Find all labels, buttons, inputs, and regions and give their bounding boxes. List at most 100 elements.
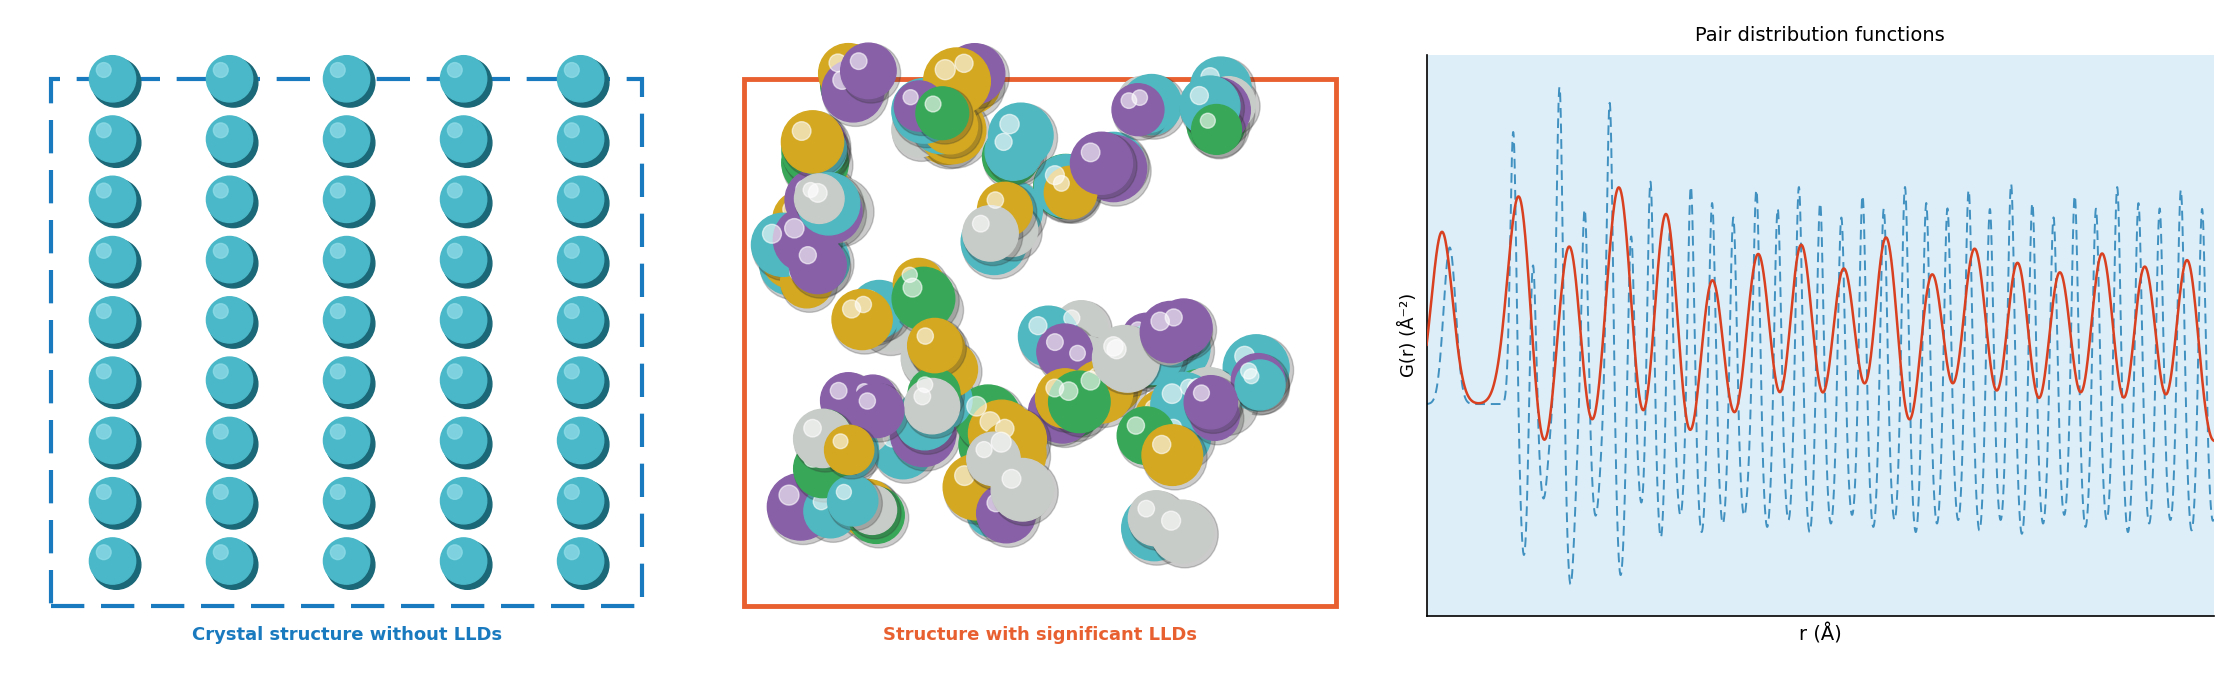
Circle shape	[1212, 86, 1228, 103]
Circle shape	[92, 179, 141, 228]
Circle shape	[324, 55, 369, 102]
Circle shape	[783, 111, 847, 178]
Circle shape	[440, 417, 487, 464]
Circle shape	[955, 466, 975, 486]
Circle shape	[206, 477, 253, 524]
Circle shape	[1093, 326, 1156, 390]
Circle shape	[557, 538, 604, 584]
Circle shape	[796, 174, 850, 228]
Circle shape	[1138, 501, 1154, 517]
Circle shape	[832, 70, 852, 90]
Circle shape	[331, 63, 344, 77]
Circle shape	[847, 486, 897, 534]
Circle shape	[910, 92, 973, 154]
Circle shape	[798, 180, 861, 244]
Circle shape	[798, 241, 816, 259]
Circle shape	[443, 420, 492, 469]
Circle shape	[563, 424, 579, 439]
Circle shape	[331, 484, 344, 499]
Circle shape	[1076, 354, 1129, 407]
Circle shape	[986, 458, 1006, 477]
Circle shape	[890, 402, 959, 471]
Circle shape	[92, 118, 141, 168]
Circle shape	[1017, 306, 1078, 366]
Circle shape	[324, 477, 369, 524]
Circle shape	[774, 208, 843, 276]
Circle shape	[780, 231, 800, 250]
Circle shape	[910, 341, 926, 357]
Circle shape	[331, 183, 344, 198]
Circle shape	[1020, 307, 1082, 371]
Circle shape	[1071, 132, 1131, 194]
Circle shape	[932, 351, 948, 368]
Circle shape	[1241, 363, 1257, 379]
Circle shape	[917, 377, 932, 393]
Circle shape	[892, 103, 950, 161]
Circle shape	[823, 60, 883, 122]
Circle shape	[767, 473, 834, 540]
Circle shape	[96, 304, 112, 319]
Circle shape	[1152, 373, 1216, 438]
Circle shape	[964, 472, 1024, 532]
Circle shape	[901, 332, 959, 389]
Circle shape	[1192, 105, 1245, 159]
Circle shape	[208, 540, 257, 590]
Circle shape	[991, 458, 1053, 521]
Circle shape	[771, 245, 789, 263]
Circle shape	[1172, 370, 1230, 429]
Circle shape	[932, 108, 948, 124]
Circle shape	[999, 114, 1020, 134]
Circle shape	[1069, 345, 1084, 361]
Circle shape	[1096, 328, 1160, 392]
Circle shape	[847, 411, 863, 427]
Circle shape	[208, 420, 257, 469]
Circle shape	[908, 369, 964, 424]
Circle shape	[1038, 325, 1098, 384]
Circle shape	[966, 484, 1020, 537]
Circle shape	[986, 123, 1042, 181]
Circle shape	[206, 538, 253, 584]
Circle shape	[96, 424, 112, 439]
Circle shape	[443, 300, 492, 348]
Circle shape	[1122, 75, 1181, 135]
Circle shape	[89, 297, 136, 343]
Circle shape	[836, 432, 852, 448]
Circle shape	[208, 360, 257, 408]
Circle shape	[760, 235, 825, 300]
Circle shape	[993, 463, 1051, 523]
Circle shape	[1152, 312, 1169, 330]
Circle shape	[959, 416, 1022, 479]
Circle shape	[1203, 77, 1261, 135]
Circle shape	[921, 98, 977, 154]
Circle shape	[1071, 133, 1136, 199]
Circle shape	[1138, 504, 1192, 558]
Circle shape	[443, 239, 492, 288]
Circle shape	[986, 409, 1051, 475]
Circle shape	[1156, 299, 1212, 356]
Circle shape	[559, 540, 608, 590]
Circle shape	[847, 486, 901, 539]
Circle shape	[812, 421, 879, 488]
Circle shape	[1118, 77, 1172, 131]
Circle shape	[1046, 379, 1064, 397]
Circle shape	[1129, 336, 1147, 354]
Circle shape	[1190, 391, 1239, 440]
Circle shape	[557, 116, 604, 162]
Circle shape	[324, 297, 369, 343]
Circle shape	[988, 104, 1058, 172]
Circle shape	[939, 53, 999, 114]
Circle shape	[1134, 389, 1194, 449]
Circle shape	[92, 360, 141, 408]
Circle shape	[1190, 57, 1252, 118]
Circle shape	[1093, 326, 1160, 395]
Circle shape	[212, 244, 228, 259]
Circle shape	[331, 123, 344, 137]
Circle shape	[1181, 77, 1245, 141]
Circle shape	[1118, 408, 1178, 469]
Circle shape	[975, 447, 1040, 512]
Circle shape	[939, 53, 1004, 119]
Circle shape	[794, 460, 856, 523]
Circle shape	[1122, 497, 1192, 565]
Circle shape	[1232, 354, 1290, 412]
Circle shape	[789, 115, 850, 176]
